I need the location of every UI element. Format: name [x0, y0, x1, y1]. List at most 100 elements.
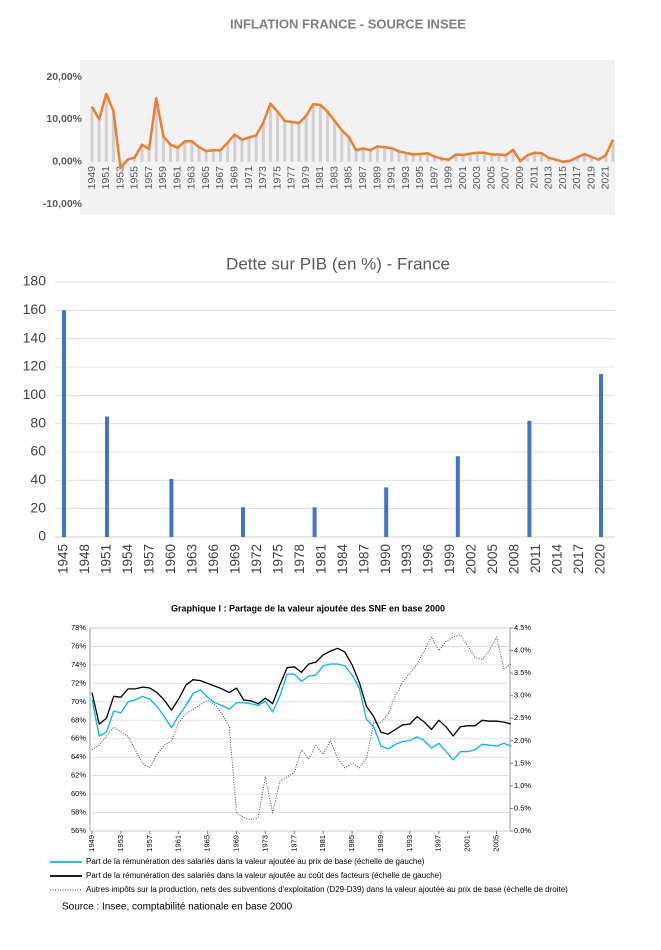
x-tick-label: 1959 — [157, 166, 169, 190]
x-tick-label: 1954 — [120, 544, 135, 575]
x-tick-label: 1969 — [229, 166, 241, 190]
line-series — [91, 663, 512, 761]
x-tick-label: 2014 — [550, 544, 565, 575]
bar — [104, 416, 109, 537]
x-tick-label: 1967 — [214, 166, 226, 190]
y-tick-label: 64% — [71, 752, 86, 761]
y2-tick-label: 1.5% — [514, 758, 531, 767]
chart-title: INFLATION FRANCE - SOURCE INSEE — [230, 16, 466, 31]
x-tick-label: 1973 — [260, 835, 269, 852]
x-tick-label: 1993 — [400, 166, 412, 190]
x-tick-label: 1969 — [231, 835, 240, 852]
x-tick-label: 1990 — [378, 544, 393, 574]
bar — [241, 507, 245, 537]
x-tick-label: 2020 — [593, 544, 608, 574]
y2-tick-label: 0.0% — [514, 826, 531, 835]
x-tick-label: 1977 — [289, 835, 298, 852]
x-tick-label: 1971 — [243, 166, 255, 190]
y-tick-label: 68% — [71, 715, 86, 724]
bar — [312, 507, 317, 537]
y-tick-label: 74% — [71, 660, 86, 669]
x-tick-label: 1978 — [292, 544, 307, 574]
bar — [527, 420, 532, 537]
x-tick-label: 1966 — [206, 544, 221, 574]
line-series — [91, 647, 512, 737]
x-tick-label: 1981 — [313, 544, 328, 574]
y-tick-label: 10,00% — [46, 113, 82, 125]
x-tick-label: 2015 — [557, 166, 569, 190]
x-tick-label: 1993 — [399, 544, 414, 574]
x-tick-label: 1979 — [300, 166, 312, 190]
y2-tick-label: 4.0% — [514, 646, 531, 655]
bar — [455, 456, 460, 537]
x-tick-label: 1975 — [270, 544, 285, 574]
bar — [599, 374, 603, 537]
x-tick-label: 1996 — [421, 544, 436, 574]
x-tick-label: 1969 — [227, 544, 242, 574]
y2-tick-label: 3.5% — [514, 668, 531, 677]
y-tick-label: 40 — [30, 471, 46, 487]
legend-label: Part de la rémunération des salariés dan… — [86, 857, 425, 866]
x-tick-label: 1991 — [386, 166, 398, 190]
chart-title: Graphique I : Partage de la valeur ajout… — [171, 603, 445, 613]
y2-tick-label: 3.0% — [514, 691, 531, 700]
x-tick-label: 1949 — [87, 835, 96, 852]
x-tick-label: 2011 — [528, 166, 540, 189]
y-tick-label: 160 — [23, 301, 47, 317]
y-tick-label: 20,00% — [46, 71, 82, 83]
y-tick-label: 76% — [71, 641, 86, 650]
y-tick-label: 66% — [71, 734, 86, 743]
x-tick-label: 2005 — [492, 835, 501, 852]
x-tick-label: 1957 — [141, 544, 156, 574]
x-tick-label: 1993 — [405, 835, 414, 852]
x-tick-label: 1997 — [434, 835, 443, 852]
x-tick-label: 1989 — [376, 835, 385, 852]
bar — [62, 310, 66, 537]
legend-label: Part de la rémunération des salariés dan… — [86, 871, 442, 880]
x-tick-label: 1963 — [184, 544, 199, 574]
y-tick-label: 70% — [71, 697, 86, 706]
x-tick-label: 1995 — [414, 166, 426, 190]
x-tick-label: 1960 — [163, 544, 178, 574]
x-tick-label: 1973 — [257, 166, 269, 190]
x-tick-label: 1983 — [328, 166, 340, 190]
bar — [384, 487, 389, 537]
x-tick-label: 1985 — [343, 166, 355, 190]
y-tick-label: 100 — [23, 386, 47, 402]
y-tick-label: 180 — [23, 273, 47, 289]
y-tick-label: 20 — [30, 499, 46, 515]
x-tick-label: 1948 — [77, 544, 92, 574]
line-series — [91, 634, 512, 821]
x-tick-label: 2021 — [600, 166, 612, 190]
x-tick-label: 1955 — [129, 166, 141, 190]
y-tick-label: 58% — [71, 808, 86, 817]
y-tick-label: 72% — [71, 678, 86, 687]
x-tick-label: 1951 — [99, 544, 114, 574]
x-tick-label: 1989 — [371, 166, 383, 190]
y2-tick-label: 0.5% — [514, 803, 531, 812]
x-tick-label: 2005 — [485, 166, 497, 190]
y-tick-label: 0,00% — [52, 155, 82, 167]
x-tick-label: 1999 — [443, 166, 455, 190]
x-tick-label: 1949 — [86, 166, 98, 190]
y-tick-label: 0 — [38, 528, 46, 544]
x-tick-label: 2011 — [528, 544, 543, 573]
x-tick-label: 2005 — [485, 544, 500, 574]
x-tick-label: 1984 — [335, 544, 350, 575]
x-tick-label: 1977 — [286, 166, 298, 190]
x-tick-label: 1997 — [428, 166, 440, 190]
x-tick-label: 1957 — [143, 166, 155, 190]
x-tick-label: 1945 — [56, 544, 71, 574]
y-tick-label: 78% — [71, 623, 86, 632]
y-tick-label: 62% — [71, 771, 86, 780]
y-tick-label: 60 — [30, 443, 46, 459]
chart-title: Dette sur PIB (en %) - France — [226, 254, 450, 273]
y2-tick-label: 2.0% — [514, 736, 531, 745]
x-tick-label: 2017 — [571, 544, 586, 574]
x-tick-label: 2001 — [457, 166, 469, 190]
x-tick-label: 2007 — [500, 166, 512, 190]
x-tick-label: 1985 — [347, 835, 356, 852]
x-tick-label: 1981 — [318, 835, 327, 852]
